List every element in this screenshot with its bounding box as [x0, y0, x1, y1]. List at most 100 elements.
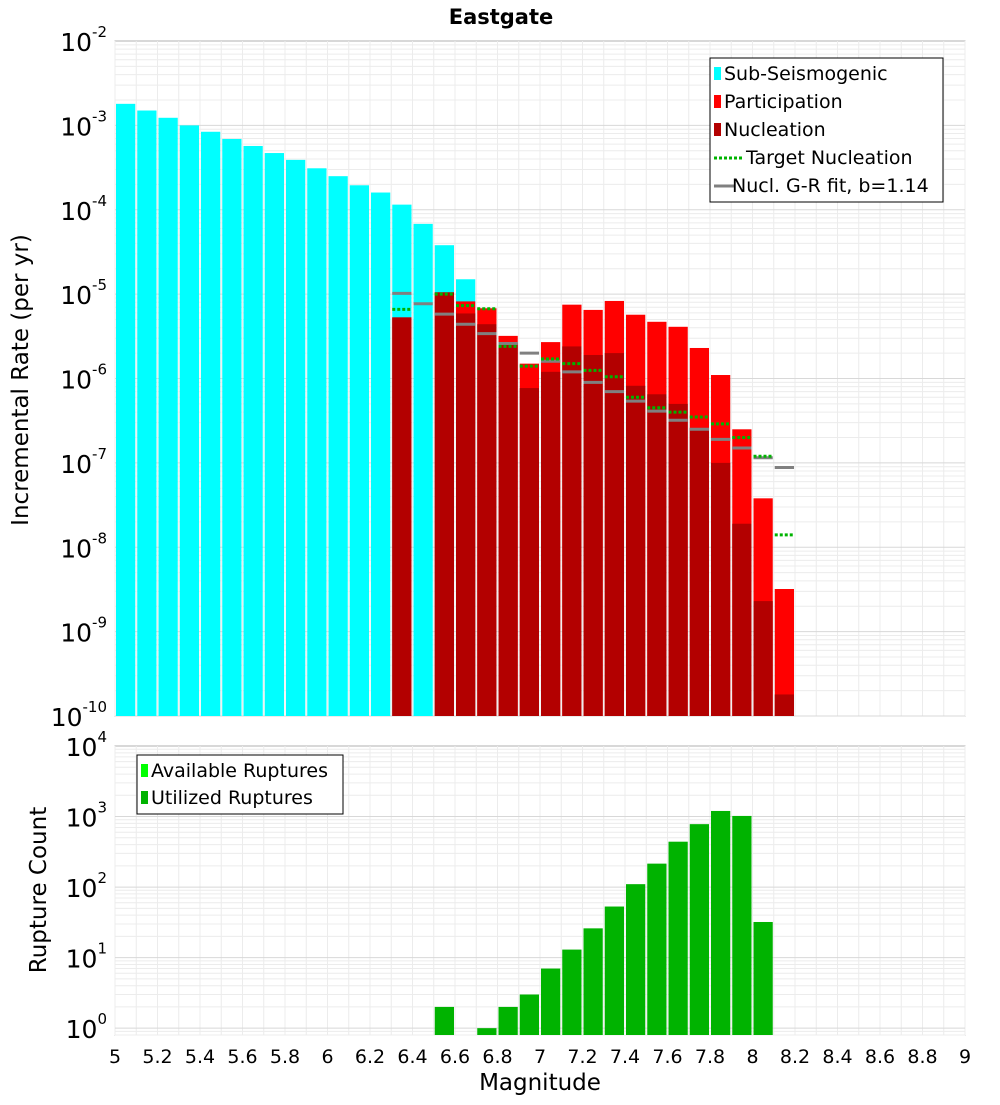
utilized-ruptures-bar [541, 968, 561, 1035]
utilized-ruptures-bar [562, 949, 582, 1035]
sub-seismogenic-bar [222, 138, 242, 716]
legend-swatch [141, 791, 148, 804]
nucleation-bar [753, 601, 773, 716]
sub-seismogenic-bar [158, 117, 178, 717]
rate-y-tick-label: 10-10 [51, 698, 107, 732]
x-axis-title: Magnitude [479, 1070, 601, 1096]
nucleation-bar [604, 353, 624, 716]
sub-seismogenic-bar [179, 125, 199, 716]
rate-y-tick-label: 10-7 [60, 445, 107, 479]
chart-title: Eastgate [449, 5, 554, 29]
utilized-ruptures-bar [434, 1006, 454, 1035]
x-tick-label: 6.2 [355, 1046, 385, 1068]
count-y-tick-label: 104 [66, 728, 107, 762]
rate-panel: 10-2 10-3 10-4 10-5 10-6 10-7 10-8 10-9 10-10 In… [8, 23, 966, 732]
sub-seismogenic-bar [137, 110, 157, 716]
nucleation-bar [519, 388, 539, 716]
x-tick-label: 7.6 [652, 1046, 682, 1068]
count-legend-box [136, 754, 344, 815]
count-y-tick-label: 103 [66, 799, 107, 833]
nucleation-bar [711, 462, 731, 716]
rate-y-tick-label: 10-5 [60, 276, 107, 310]
x-tick-label: 5.8 [270, 1046, 300, 1068]
rate-y-tick-label: 10-9 [60, 614, 107, 648]
nucleation-bar [583, 354, 603, 716]
rate-y-tick-label: 10-3 [60, 107, 107, 141]
rate-legend: Sub-Seismogenic Participation Nucleation Ta… [709, 57, 944, 203]
rate-legend-label: Nucl. G-R fit, b=1.14 [732, 175, 929, 197]
legend-swatch [141, 764, 148, 777]
x-tick-label: 5.6 [227, 1046, 257, 1068]
x-tick-label: 6.6 [440, 1046, 470, 1068]
rate-y-tick-label: 10-6 [60, 361, 107, 395]
sub-seismogenic-bar [286, 159, 306, 717]
rate-legend-label: Target Nucleation [745, 147, 913, 169]
count-panel: 104 103 102 101 100 5 5.2 5.4 5.6 5.8 6 6.2 6.4 6.6 6… [26, 728, 971, 1096]
rate-legend-box [709, 57, 944, 203]
count-y-ticks: 104 103 102 101 100 [66, 728, 107, 1044]
nucleation-bar [434, 292, 454, 716]
count-legend: Available Ruptures Utilized Ruptures [136, 754, 344, 815]
rate-y-tick-label: 10-2 [60, 23, 107, 57]
legend-swatch [714, 67, 721, 80]
nucleation-bar [774, 694, 794, 716]
nucleation-bar [498, 343, 518, 716]
utilized-ruptures-bar [498, 1006, 518, 1035]
utilized-ruptures-bar [583, 928, 603, 1035]
x-tick-label: 6.4 [397, 1046, 427, 1068]
x-tick-label: 7.8 [695, 1046, 725, 1068]
count-grid [114, 746, 966, 1036]
utilized-ruptures-bar [626, 884, 646, 1035]
rate-lines [392, 291, 794, 537]
sub-seismogenic-bar [201, 131, 221, 717]
rate-y-tick-label: 10-8 [60, 529, 107, 563]
nucleation-bar [689, 427, 709, 716]
nucleation-bar [541, 371, 561, 716]
utilized-ruptures-bar [689, 824, 709, 1035]
sub-seismogenic-bar [371, 192, 391, 717]
utilized-ruptures-bar [519, 994, 539, 1035]
count-y-axis-title: Rupture Count [26, 807, 52, 973]
x-tick-label: 8.6 [865, 1046, 895, 1068]
sub-seismogenic-bar [307, 168, 327, 716]
rate-y-tick-label: 10-4 [60, 192, 107, 226]
utilized-ruptures-bar [753, 921, 773, 1035]
count-legend-label: Available Ruptures [151, 760, 328, 782]
nucleation-bar [668, 403, 688, 716]
x-tick-label: 8.2 [780, 1046, 810, 1068]
nucleation-bar [647, 394, 667, 716]
nucleation-bar [477, 324, 497, 716]
x-tick-label: 8.4 [822, 1046, 852, 1068]
rate-y-ticks: 10-2 10-3 10-4 10-5 10-6 10-7 10-8 10-9 10-10 [51, 23, 107, 732]
utilized-ruptures-bar [604, 906, 624, 1035]
x-tick-label: 7.4 [610, 1046, 640, 1068]
x-tick-label: 7.2 [567, 1046, 597, 1068]
nucleation-bar [392, 317, 412, 716]
count-x-ticks: 5 5.2 5.4 5.6 5.8 6 6.2 6.4 6.6 6.8 7 7.2 7.4 7.6 7.8 8… [109, 1046, 971, 1068]
rate-legend-label: Sub-Seismogenic [724, 63, 888, 85]
x-tick-label: 5.4 [185, 1046, 215, 1068]
x-tick-label: 5.2 [142, 1046, 172, 1068]
legend-swatch [714, 123, 721, 136]
participation-bar [774, 589, 794, 716]
x-tick-label: 9 [959, 1046, 971, 1068]
count-y-tick-label: 101 [66, 940, 107, 974]
sub-seismogenic-bar [116, 103, 136, 717]
nucleation-bar [456, 313, 476, 716]
nucleation-bar [626, 385, 646, 716]
legend-swatch [714, 95, 721, 108]
rate-legend-label: Participation [724, 91, 843, 113]
count-bars [434, 810, 773, 1035]
rate-legend-label: Nucleation [724, 119, 826, 141]
rate-bars [116, 103, 794, 717]
sub-seismogenic-bar [413, 223, 433, 716]
sub-seismogenic-bar [328, 176, 348, 716]
x-tick-label: 8.8 [907, 1046, 937, 1068]
x-tick-label: 6 [321, 1046, 333, 1068]
sub-seismogenic-bar [243, 145, 263, 717]
sub-seismogenic-bar [264, 153, 284, 716]
x-tick-label: 8 [746, 1046, 758, 1068]
count-y-tick-label: 102 [66, 869, 107, 903]
